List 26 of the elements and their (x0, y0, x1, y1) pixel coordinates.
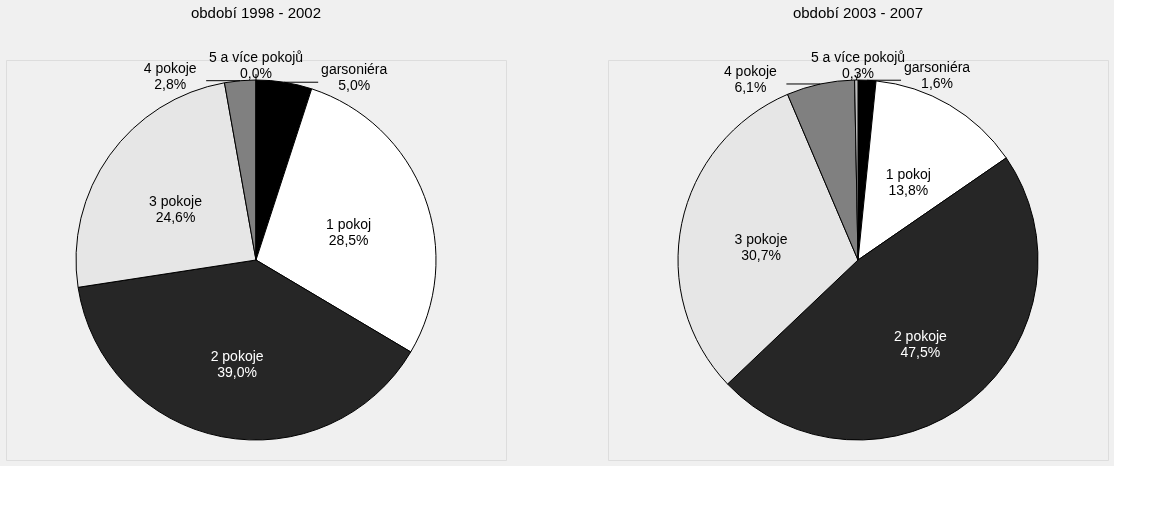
data-label: 6,1% (734, 78, 767, 95)
data-label: 39,0% (217, 364, 257, 381)
slice-label: garsoniéra (903, 59, 971, 76)
data-label: 0,3% (842, 65, 874, 81)
category-label: 5 a více pokojů (208, 49, 304, 65)
data-label: 47,5% (900, 343, 941, 360)
data-label: 1,6% (921, 75, 953, 92)
slice-label: 1 pokoj (326, 216, 372, 233)
slice-label: 2 pokoje (893, 327, 948, 344)
data-label: 30,7% (741, 246, 781, 263)
slice-label: garsoniéra (321, 61, 388, 78)
slice-label: 3 pokoje (734, 230, 788, 247)
slice-label: 4 pokoje (143, 59, 197, 76)
slice-label: 4 pokoje (723, 62, 778, 79)
slice-label: 3 pokoje (149, 193, 203, 210)
slice-label: 1 pokoj (885, 165, 931, 182)
slice-label: 2 pokoje (210, 348, 264, 365)
data-label: 2,8% (154, 75, 187, 92)
data-label: 5,0% (338, 77, 371, 94)
slice-label: 5 a více pokojů (810, 49, 906, 65)
data-label: 24,6% (155, 209, 196, 226)
data-label: 28,5% (328, 232, 369, 249)
data-label: 13,8% (888, 181, 929, 198)
chart-title: období 2003 - 2007 (792, 4, 924, 21)
chart-title: období 1998 - 2002 (190, 4, 322, 21)
text: 0,0% (240, 65, 272, 81)
